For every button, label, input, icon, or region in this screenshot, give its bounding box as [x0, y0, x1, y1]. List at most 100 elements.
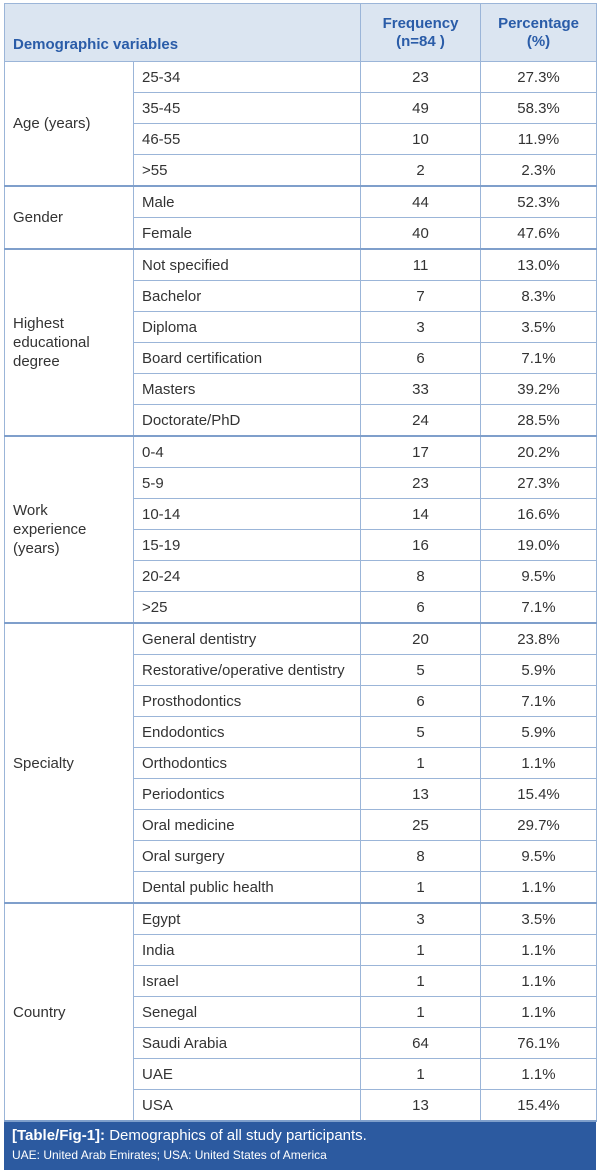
group-label: Work [13, 502, 48, 519]
subcategory-cell: Orthodontics [132, 747, 362, 779]
frequency-cell: 1 [360, 871, 482, 904]
frequency-cell: 11 [360, 248, 482, 281]
data-row: Board certification 6 7.1% [5, 342, 598, 374]
data-row: Country Egypt 3 3.5% [4, 902, 598, 1122]
subcategory-cell: >55 [132, 154, 362, 187]
frequency-cell: 49 [360, 92, 482, 124]
caption-label: [Table/Fig-1]: [12, 1127, 106, 1144]
data-row: UAE 1 1.1% [5, 1058, 598, 1090]
percentage-cell: 3.5% [480, 902, 598, 935]
table-body: Age (years) 25-34 23 27.3% 35-45 49 58.3% 46-55… [4, 61, 598, 1122]
frequency-cell: 13 [360, 1089, 482, 1122]
subcategory-cell: Restorative/operative dentistry [132, 654, 362, 686]
caption-note: UAE: United Arab Emirates; USA: United S… [12, 1148, 327, 1162]
percentage-cell: 1.1% [480, 965, 598, 997]
data-row: Doctorate/PhD 24 28.5% [5, 404, 598, 437]
frequency-cell: 7 [360, 280, 482, 312]
percentage-cell: 5.9% [480, 716, 598, 748]
group-label: experience [13, 521, 87, 538]
percentage-cell: 15.4% [480, 1089, 598, 1122]
data-row: 35-45 49 58.3% [5, 92, 598, 124]
data-row: Female 40 47.6% [5, 217, 598, 250]
subcategory-cell: >25 [132, 591, 362, 624]
data-row: Endodontics 5 5.9% [5, 716, 598, 748]
frequency-cell: 64 [360, 1027, 482, 1059]
data-row: Oral surgery 8 9.5% [5, 840, 598, 872]
percentage-cell: 23.8% [480, 622, 598, 655]
frequency-cell: 13 [360, 778, 482, 810]
percentage-cell: 2.3% [480, 154, 598, 187]
demographics-table: Demographic variables Frequency (n=84 ) P… [3, 3, 598, 1122]
group-label: (years) [13, 540, 60, 557]
percentage-cell: 1.1% [480, 996, 598, 1028]
percentage-cell: 76.1% [480, 1027, 598, 1059]
percentage-cell: 7.1% [480, 342, 598, 374]
frequency-cell: 5 [360, 716, 482, 748]
subcategory-cell: Dental public health [132, 871, 362, 904]
subcategory-cell: Not specified [132, 248, 362, 281]
percentage-cell: 27.3% [480, 467, 598, 499]
frequency-cell: 23 [360, 467, 482, 499]
subcategory-cell: Egypt [132, 902, 362, 935]
header-text: (n=84 ) [396, 32, 445, 50]
group-label: educational [13, 334, 90, 351]
subcategory-cell: Israel [132, 965, 362, 997]
subcategory-cell: Diploma [132, 311, 362, 343]
header-text: Demographic variables [13, 36, 179, 53]
frequency-cell: 1 [360, 1058, 482, 1090]
frequency-cell: 2 [360, 154, 482, 187]
subcategory-cell: Doctorate/PhD [132, 404, 362, 437]
subcategory-cell: Oral medicine [132, 809, 362, 841]
group-label: Specialty [13, 754, 74, 772]
percentage-cell: 19.0% [480, 529, 598, 561]
percentage-cell: 1.1% [480, 934, 598, 966]
frequency-cell: 1 [360, 934, 482, 966]
subcategory-cell: India [132, 934, 362, 966]
subcategory-cell: 5-9 [132, 467, 362, 499]
data-row: Bachelor 7 8.3% [5, 280, 598, 312]
data-row: Specialty General dentistry 20 23.8% [4, 622, 598, 904]
subcategory-cell: 35-45 [132, 92, 362, 124]
table-figure: Demographic variables Frequency (n=84 ) P… [3, 3, 598, 1170]
frequency-cell: 17 [360, 435, 482, 468]
group-label: Age (years) [13, 115, 91, 132]
frequency-cell: 23 [360, 61, 482, 93]
subcategory-cell: General dentistry [132, 622, 362, 655]
percentage-cell: 13.0% [480, 248, 598, 281]
caption-text: Demographics of all study participants. [109, 1127, 367, 1144]
subcategory-cell: Prosthodontics [132, 685, 362, 717]
percentage-cell: 15.4% [480, 778, 598, 810]
group-label: Highest [13, 315, 64, 332]
frequency-cell: 8 [360, 840, 482, 872]
subcategory-cell: USA [132, 1089, 362, 1122]
percentage-cell: 20.2% [480, 435, 598, 468]
percentage-cell: 28.5% [480, 404, 598, 437]
percentage-cell: 3.5% [480, 311, 598, 343]
subcategory-cell: Periodontics [132, 778, 362, 810]
data-row: Israel 1 1.1% [5, 965, 598, 997]
percentage-cell: 1.1% [480, 1058, 598, 1090]
data-row: 20-24 8 9.5% [5, 560, 598, 592]
frequency-cell: 8 [360, 560, 482, 592]
percentage-cell: 11.9% [480, 123, 598, 155]
percentage-cell: 16.6% [480, 498, 598, 530]
header-cell: Percentage (%) [480, 3, 598, 62]
frequency-cell: 10 [360, 123, 482, 155]
group-label: degree [13, 353, 60, 370]
subcategory-cell: 20-24 [132, 560, 362, 592]
percentage-cell: 27.3% [480, 61, 598, 93]
frequency-cell: 14 [360, 498, 482, 530]
subcategory-cell: UAE [132, 1058, 362, 1090]
percentage-cell: 5.9% [480, 654, 598, 686]
percentage-cell: 39.2% [480, 373, 598, 405]
frequency-cell: 24 [360, 404, 482, 437]
caption: [Table/Fig-1]: Demographics of all study… [4, 1122, 596, 1170]
frequency-cell: 25 [360, 809, 482, 841]
frequency-cell: 5 [360, 654, 482, 686]
subcategory-cell: 10-14 [132, 498, 362, 530]
header-cell: Demographic variables [3, 3, 362, 62]
percentage-cell: 58.3% [480, 92, 598, 124]
percentage-cell: 9.5% [480, 560, 598, 592]
frequency-cell: 6 [360, 591, 482, 624]
data-row: >25 6 7.1% [5, 591, 598, 624]
